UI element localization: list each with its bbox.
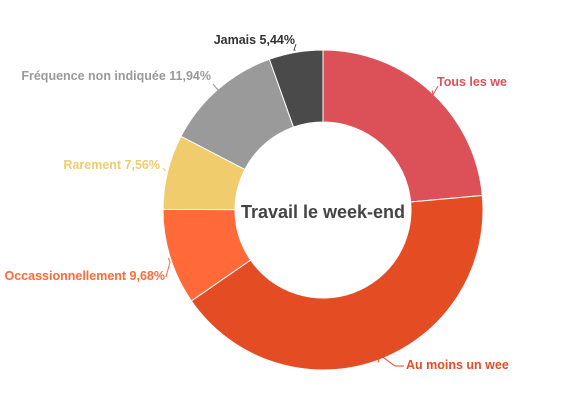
connector-1 [431, 85, 439, 97]
connectors [162, 43, 439, 367]
labels: Tous les we Au moins un wee Occassionnelle… [5, 33, 509, 372]
slice-2 [190, 194, 484, 371]
connector-3 [165, 257, 171, 278]
connector-2 [377, 354, 404, 367]
connector-6 [293, 43, 297, 51]
slice-1 [322, 49, 483, 203]
connector-4 [162, 167, 167, 172]
connector-5 [212, 83, 223, 96]
data-label-6: Jamais 5,44% [214, 33, 295, 47]
chart-title: Travail le week-end [241, 202, 405, 222]
data-label-5: Fréquence non indiquée 11,94% [21, 69, 211, 83]
data-label-1: Tous les we [437, 75, 507, 89]
data-label-2: Au moins un wee [406, 358, 509, 372]
slice-6 [268, 49, 324, 128]
data-label-4: Rarement 7,56% [63, 158, 160, 172]
slices [162, 49, 484, 371]
data-label-3: Occassionnellement 9,68% [5, 269, 166, 283]
